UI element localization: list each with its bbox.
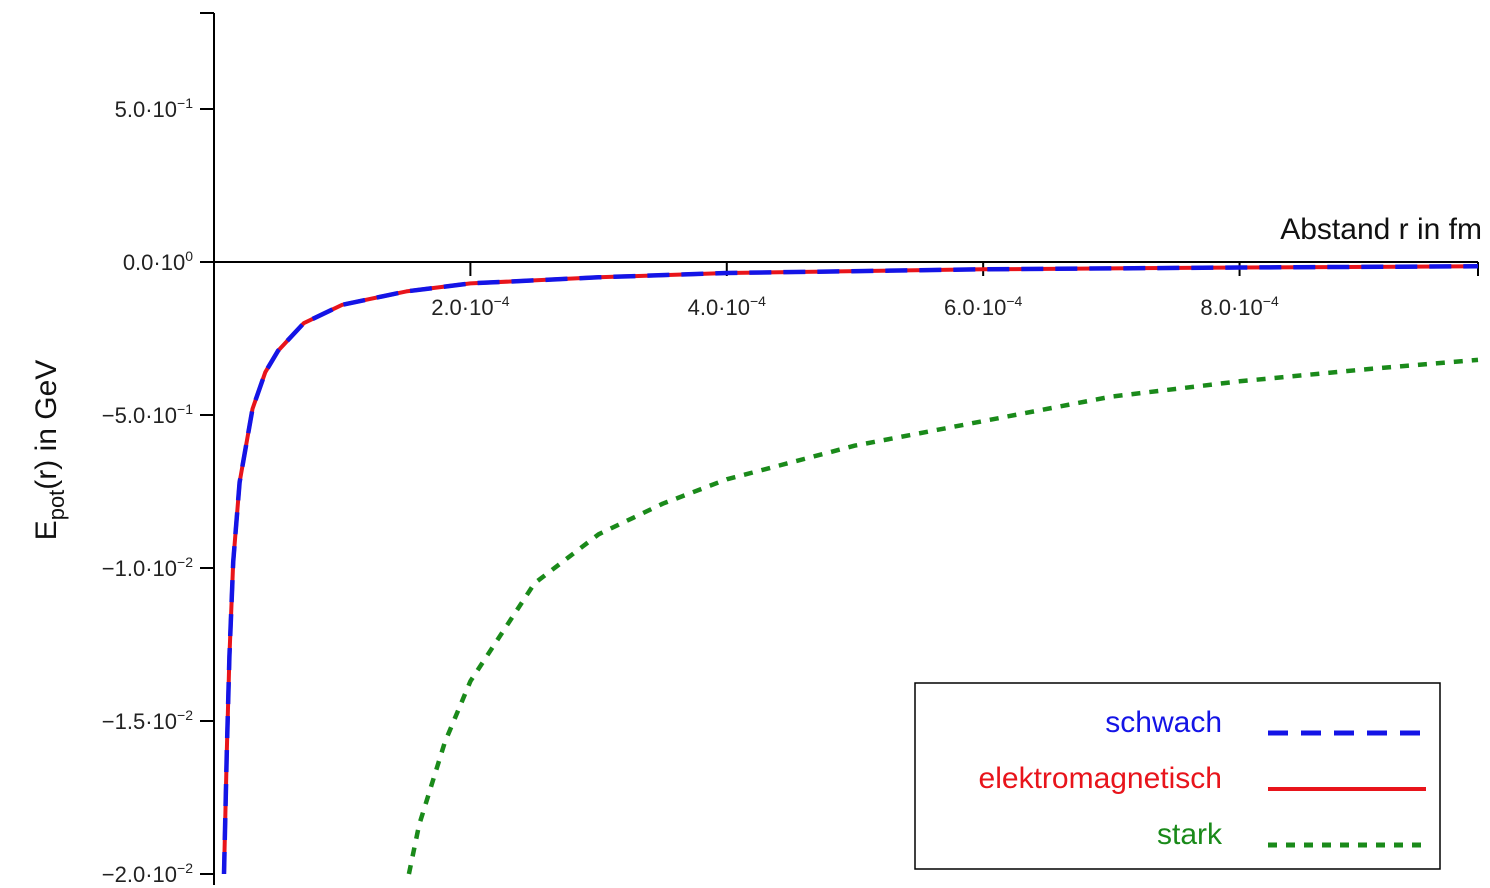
y-tick-label-1: 0.0·100 (123, 248, 193, 275)
legend-label-schwach: schwach (1105, 706, 1222, 739)
y-axis-title: Epot(r) in GeV (30, 360, 69, 541)
y-ticks: 5.0·10−1 0.0·100 −5.0·10−1 −1.0·10−2 −1.5·10… (102, 95, 214, 887)
y-tick-label-4: −1.5·10−2 (102, 707, 193, 734)
x-tick-label-1: 4.0·10−4 (688, 293, 767, 320)
x-ticks: 2.0·10−4 4.0·10−4 6.0·10−4 8.0·10−4 (431, 262, 1279, 320)
legend: schwach elektromagnetisch stark (914, 682, 1441, 870)
y-tick-label-2: −5.0·10−1 (102, 401, 193, 428)
axes (200, 12, 1479, 885)
x-tick-label-2: 6.0·10−4 (944, 293, 1023, 320)
series-layer (221, 264, 1479, 875)
y-tick-label-0: 5.0·10−1 (115, 95, 194, 122)
x-tick-label-3: 8.0·10−4 (1200, 293, 1279, 320)
x-axis-title: Abstand r in fm (1280, 213, 1482, 246)
y-tick-label-5: −2.0·10−2 (102, 860, 193, 887)
series-line-schwach (221, 264, 1479, 875)
y-tick-label-3: −1.0·10−2 (102, 554, 193, 581)
y-axis-title-sub: pot (44, 490, 69, 521)
legend-box (914, 682, 1441, 870)
y-axis-title-main: E (30, 520, 63, 540)
x-tick-label-0: 2.0·10−4 (431, 293, 510, 320)
y-axis-title-rest: (r) in GeV (30, 360, 63, 490)
legend-label-elektromagnetisch: elektromagnetisch (979, 762, 1222, 795)
legend-label-stark: stark (1157, 818, 1223, 851)
series-line-stark (406, 357, 1479, 875)
